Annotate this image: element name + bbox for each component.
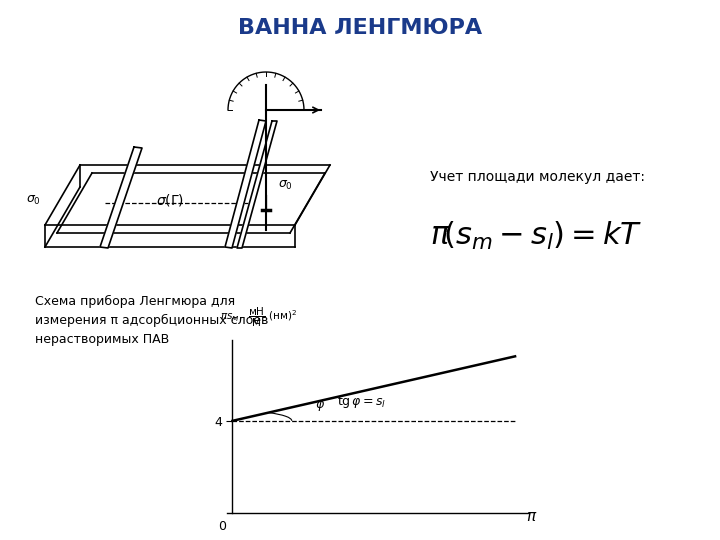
Text: 0: 0	[219, 520, 227, 533]
Text: $\varphi$: $\varphi$	[315, 399, 325, 413]
Text: Схема прибора Ленгмюра для
измерения π адсорбционных слоев
нерастворимых ПАВ: Схема прибора Ленгмюра для измерения π а…	[35, 295, 269, 346]
Text: $\pi s_M$,  $\dfrac{\mathrm{мН}}{\mathrm{М}}\ (\mathrm{нм})^2$: $\pi s_M$, $\dfrac{\mathrm{мН}}{\mathrm{…	[220, 306, 297, 329]
Text: $\pi\!\left(s_m - s_l\right) = kT$: $\pi\!\left(s_m - s_l\right) = kT$	[430, 220, 642, 252]
Text: $\sigma(\Gamma)$: $\sigma(\Gamma)$	[156, 192, 184, 208]
Text: Учет площади молекул дает:: Учет площади молекул дает:	[430, 170, 645, 184]
Text: $\mathrm{tg}\,\varphi = s_l$: $\mathrm{tg}\,\varphi = s_l$	[337, 394, 387, 410]
Polygon shape	[225, 120, 266, 248]
Text: $\sigma_0$: $\sigma_0$	[25, 193, 40, 206]
Text: $\sigma_0$: $\sigma_0$	[277, 178, 292, 192]
Polygon shape	[237, 121, 277, 248]
Text: ВАННА ЛЕНГМЮРА: ВАННА ЛЕНГМЮРА	[238, 18, 482, 38]
Polygon shape	[100, 147, 142, 248]
Text: $\pi$: $\pi$	[526, 509, 538, 524]
